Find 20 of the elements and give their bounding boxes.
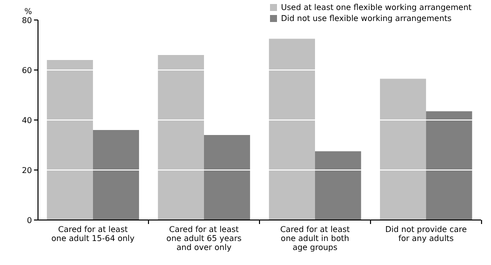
legend-label: Did not use flexible working arrangements: [281, 14, 452, 23]
bar: [204, 135, 250, 220]
x-tick-label: Cared for at least one adult 15-64 only: [51, 225, 135, 243]
legend-label: Used at least one flexible working arrangement: [281, 3, 472, 12]
y-tick-label: 40: [22, 116, 32, 125]
bar: [315, 151, 362, 220]
bar: [380, 78, 426, 220]
y-tick-label: 20: [22, 166, 32, 175]
y-tick-label: 60: [22, 66, 32, 75]
x-tick-label: Cared for at least one adult in both age groups: [280, 225, 350, 252]
y-tick-label: 80: [22, 16, 32, 25]
bar: [426, 111, 472, 220]
y-axis-title: %: [24, 7, 32, 16]
bar: [46, 60, 93, 220]
x-tick-label: Cared for at least one adult 65 years and over only: [166, 225, 242, 252]
x-tick-label: Did not provide care for any adults: [385, 225, 467, 243]
bar: [92, 130, 140, 220]
bar: [268, 38, 316, 220]
bar: [158, 55, 204, 220]
y-tick-label: 0: [26, 216, 32, 225]
